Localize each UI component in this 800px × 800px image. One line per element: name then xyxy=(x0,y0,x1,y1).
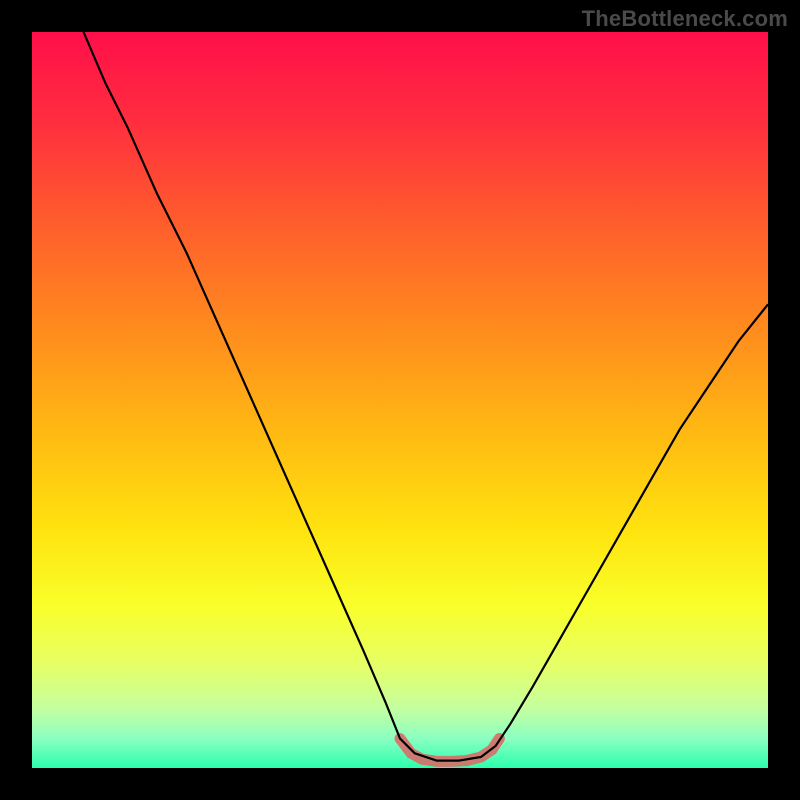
plateau-marker xyxy=(400,739,499,762)
watermark-text: TheBottleneck.com xyxy=(582,6,788,32)
plot-area xyxy=(32,32,768,768)
curve-layer xyxy=(32,32,768,768)
bottleneck-curve xyxy=(84,32,768,761)
